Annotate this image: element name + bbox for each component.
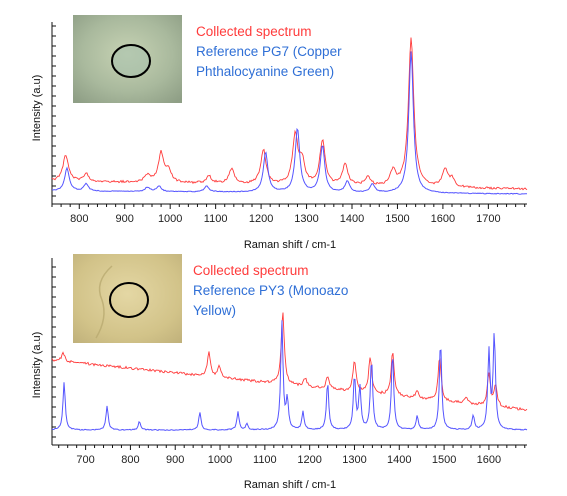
bottom-spectrum-panel: 700 800 900 1000 1100 1200 1300 1400 1500 1600 Ra…: [31, 254, 528, 491]
bottom-inset-photo: [73, 254, 182, 343]
top-y-axis-title: Intensity (a.u): [31, 75, 43, 142]
top-x-tick-label: 900: [116, 213, 134, 225]
bottom-series-lines: [51, 312, 528, 431]
top-x-ticks: 800 900 1000 1100 1200 1300 1400 1500 1600 1700: [51, 204, 526, 225]
top-legend: Collected spectrum Reference PG7 (Copper…: [196, 24, 342, 79]
top-y-ticks: [52, 25, 56, 197]
bottom-legend-collected: Collected spectrum: [193, 263, 309, 278]
top-microscope-inset: [73, 15, 182, 103]
bottom-legend-reference-line2: Yellow): [193, 303, 236, 318]
bottom-x-tick-label: 900: [166, 454, 184, 466]
top-x-tick-label: 1100: [204, 213, 228, 225]
top-axes: [51, 22, 527, 205]
top-inset-circle: [111, 44, 151, 78]
bottom-x-tick-label: 1600: [477, 454, 501, 466]
bottom-x-tick-label: 1000: [208, 454, 232, 466]
top-x-tick-label: 1400: [340, 213, 364, 225]
top-x-tick-label: 1500: [385, 213, 409, 225]
top-series-reference-line: [51, 51, 528, 195]
top-legend-reference-line1: Reference PG7 (Copper: [196, 44, 342, 59]
bottom-series-reference-line: [51, 320, 528, 431]
top-series-lines: [51, 37, 528, 195]
bottom-x-tick-label: 800: [121, 454, 139, 466]
bottom-microscope-inset: [73, 254, 182, 343]
bottom-x-tick-label: 1400: [387, 454, 411, 466]
bottom-x-tick-label: 1100: [253, 454, 277, 466]
top-spectrum-panel: 800 900 1000 1100 1200 1300 1400 1500 1600 1700 R…: [31, 15, 528, 251]
top-x-tick-label: 1600: [431, 213, 455, 225]
bottom-x-tick-label: 1200: [297, 454, 321, 466]
top-x-tick-label: 1700: [476, 213, 500, 225]
bottom-x-tick-label: 700: [76, 454, 94, 466]
bottom-y-axis-title: Intensity (a.u): [31, 332, 43, 399]
top-x-tick-label: 1200: [249, 213, 273, 225]
top-series-collected-line: [51, 37, 528, 191]
bottom-y-ticks: [52, 266, 56, 438]
bottom-x-ticks: 700 800 900 1000 1100 1200 1300 1400 1500 1600: [58, 445, 526, 466]
top-x-tick-label: 1000: [158, 213, 182, 225]
top-legend-reference-line2: Phthalocyanine Green): [196, 64, 334, 79]
top-x-tick-label: 800: [70, 213, 88, 225]
bottom-x-axis-title: Raman shift / cm-1: [244, 479, 336, 491]
bottom-axes: [51, 258, 527, 446]
bottom-x-tick-label: 1500: [432, 454, 456, 466]
bottom-inset-crack: [95, 265, 113, 339]
bottom-series-collected-line: [51, 312, 528, 412]
top-inset-spot: [112, 45, 150, 77]
top-x-tick-label: 1300: [294, 213, 318, 225]
bottom-x-tick-label: 1300: [342, 454, 366, 466]
top-x-axis-title: Raman shift / cm-1: [244, 239, 336, 251]
bottom-legend: Collected spectrum Reference PY3 (Monoaz…: [193, 263, 348, 318]
bottom-legend-reference-line1: Reference PY3 (Monoazo: [193, 283, 348, 298]
bottom-inset-circle: [109, 282, 149, 318]
top-legend-collected: Collected spectrum: [196, 24, 312, 39]
